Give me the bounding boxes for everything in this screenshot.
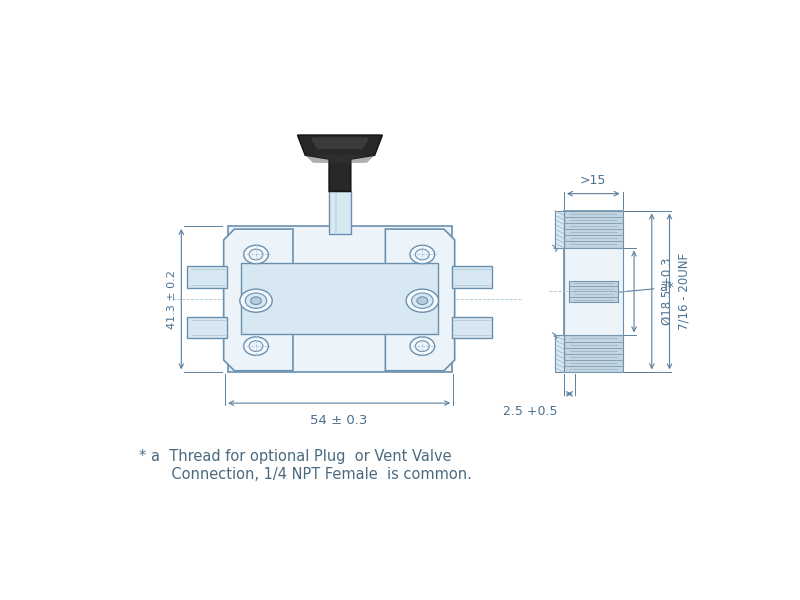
Ellipse shape [411,293,433,308]
Ellipse shape [249,249,263,260]
Bar [451,266,492,287]
Bar [186,266,226,287]
Bar [554,211,622,248]
Bar [564,248,622,335]
Ellipse shape [415,341,430,352]
Bar [451,317,492,338]
Text: 2.5 +0.5: 2.5 +0.5 [503,404,558,418]
Ellipse shape [417,297,428,305]
Bar [564,211,622,248]
Polygon shape [306,155,374,163]
Text: 7/16 - 20UNF: 7/16 - 20UNF [678,253,691,330]
Bar [564,335,622,372]
Text: a*: a* [590,281,674,297]
Polygon shape [298,135,382,191]
Ellipse shape [406,289,438,312]
Text: Ø18.5 +0.3: Ø18.5 +0.3 [661,258,674,325]
Polygon shape [386,229,454,371]
Text: * a  Thread for optional Plug  or Vent Valve: * a Thread for optional Plug or Vent Val… [139,449,451,464]
Bar [554,211,564,248]
Text: 41.3 ± 0.2: 41.3 ± 0.2 [167,270,177,329]
Text: >15: >15 [580,175,606,187]
Ellipse shape [244,337,268,355]
Text: 54 ± 0.3: 54 ± 0.3 [310,414,368,427]
Ellipse shape [415,249,430,260]
Bar [242,263,438,334]
Polygon shape [310,137,369,149]
Ellipse shape [249,341,263,352]
Bar [569,281,618,302]
Bar [329,191,350,234]
Ellipse shape [246,293,266,308]
Ellipse shape [244,245,268,264]
Bar [564,211,622,372]
Polygon shape [224,229,293,371]
Ellipse shape [250,297,262,305]
Bar [227,226,452,372]
Ellipse shape [410,245,434,264]
Bar [186,317,226,338]
Bar [554,335,564,372]
Ellipse shape [240,289,272,312]
Text: Connection, 1/4 NPT Female  is common.: Connection, 1/4 NPT Female is common. [139,467,472,482]
Ellipse shape [410,337,434,355]
